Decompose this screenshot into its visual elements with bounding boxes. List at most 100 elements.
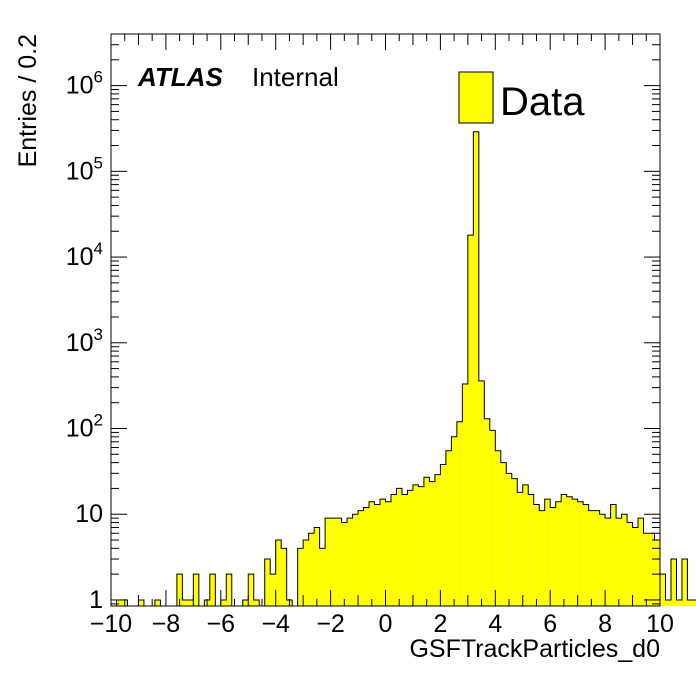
y-axis-title: Entries / 0.2 — [14, 34, 42, 167]
histogram-bar — [511, 478, 518, 606]
histogram-bar — [687, 599, 693, 606]
x-tick-label: 10 — [646, 610, 674, 638]
histogram-bar — [572, 499, 578, 606]
legend: Data — [458, 71, 585, 124]
histogram-bar — [358, 510, 364, 606]
histogram-bar — [193, 574, 199, 606]
x-tick-label: 0 — [379, 610, 393, 638]
histogram-bar — [665, 599, 671, 606]
histogram-bar — [429, 481, 435, 606]
histogram-bar — [566, 496, 573, 606]
legend-label: Data — [500, 80, 585, 124]
histogram-bar — [226, 574, 232, 606]
histogram-bar — [412, 484, 419, 606]
histogram-bar — [539, 510, 545, 606]
histogram-bar — [325, 518, 331, 606]
y-tick-label: 105 — [66, 153, 103, 185]
histogram-bar — [462, 384, 468, 606]
histogram-bar — [352, 514, 359, 606]
histogram-bar — [660, 574, 666, 606]
histogram-bar — [423, 477, 430, 606]
histogram-bar — [588, 510, 595, 606]
histogram-bar — [248, 574, 254, 606]
histogram-bar — [396, 488, 402, 606]
histogram-bar — [116, 599, 122, 606]
histogram-bar — [506, 473, 512, 606]
y-tick-label: 106 — [66, 68, 103, 100]
x-tick-label: −10 — [90, 610, 132, 638]
x-tick-label: 6 — [543, 610, 557, 638]
histogram-bar — [445, 450, 452, 606]
histogram-bar — [297, 548, 304, 606]
histogram-bar — [253, 599, 260, 606]
histogram-bar — [605, 518, 611, 606]
histogram-bar — [176, 574, 183, 606]
axis-ticks — [110, 33, 661, 606]
histogram-bar — [638, 518, 644, 606]
histogram-bar — [187, 599, 194, 606]
histogram-bar — [621, 514, 628, 606]
x-tick-label: −2 — [316, 610, 345, 638]
histogram-bar — [319, 548, 326, 606]
histogram-bar — [336, 518, 342, 606]
histogram-bar — [401, 494, 408, 606]
histogram-bar — [314, 527, 320, 606]
histogram-bar — [418, 486, 424, 606]
histogram-bar — [242, 599, 249, 606]
histogram-bar — [308, 533, 315, 606]
histogram-bar — [681, 559, 688, 606]
histogram-bar — [407, 490, 413, 606]
histogram-bar — [616, 518, 622, 606]
histogram-bar — [275, 540, 282, 606]
histogram-bar — [330, 518, 337, 606]
histogram-bar — [489, 430, 496, 606]
y-tick-label: 104 — [66, 239, 103, 271]
histogram-bar — [528, 494, 534, 606]
histogram-bar — [434, 474, 441, 606]
histogram-bar — [456, 421, 463, 606]
histogram-bar — [374, 504, 381, 606]
x-tick-label: −4 — [261, 610, 290, 638]
histogram-bar — [643, 533, 650, 606]
histogram-bar — [555, 501, 562, 606]
histogram-bar — [544, 499, 551, 606]
tick-labels: −10 −8 −6 −4 −2 0 2 4 6 8 10 1 10 102 103 104 105 106 — [66, 68, 674, 638]
x-tick-label: −6 — [207, 610, 236, 638]
histogram-bar — [632, 527, 639, 606]
atlas-label: ATLAS — [137, 62, 223, 92]
histogram-bar — [670, 559, 677, 606]
histogram-bar — [154, 599, 161, 606]
histogram-bar — [550, 507, 556, 606]
histogram-bar — [676, 599, 682, 606]
legend-swatch — [458, 71, 494, 124]
histogram-bar — [467, 235, 474, 607]
y-tick-label: 1 — [89, 586, 103, 614]
histogram-bar — [369, 501, 375, 606]
histogram-bar — [451, 436, 457, 606]
histogram-bar — [341, 522, 348, 606]
histogram-bar — [281, 548, 287, 606]
histogram-bar — [594, 510, 600, 606]
atlas-status-label: Internal — [252, 62, 339, 92]
x-tick-label: 8 — [598, 610, 612, 638]
y-tick-label: 10 — [75, 500, 103, 528]
histogram-bar — [577, 501, 584, 606]
histogram-bar — [654, 540, 660, 606]
histogram-bar — [692, 599, 696, 606]
histogram-bar — [517, 492, 523, 606]
histogram-bar — [500, 462, 507, 606]
histogram-bar — [484, 418, 490, 606]
histogram-bar — [473, 131, 479, 607]
histogram-bar — [209, 574, 216, 606]
histogram-bar — [610, 504, 617, 606]
histogram-bar — [627, 522, 633, 606]
histogram-bar — [264, 559, 271, 606]
histogram-bar — [440, 464, 446, 606]
histogram-bar — [182, 599, 188, 606]
x-axis-title: GSFTrackParticles_d0 — [409, 635, 660, 663]
histogram-bar — [583, 504, 589, 606]
histogram-bar — [390, 494, 397, 606]
y-tick-label: 102 — [66, 411, 103, 443]
histogram-bar — [303, 540, 309, 606]
